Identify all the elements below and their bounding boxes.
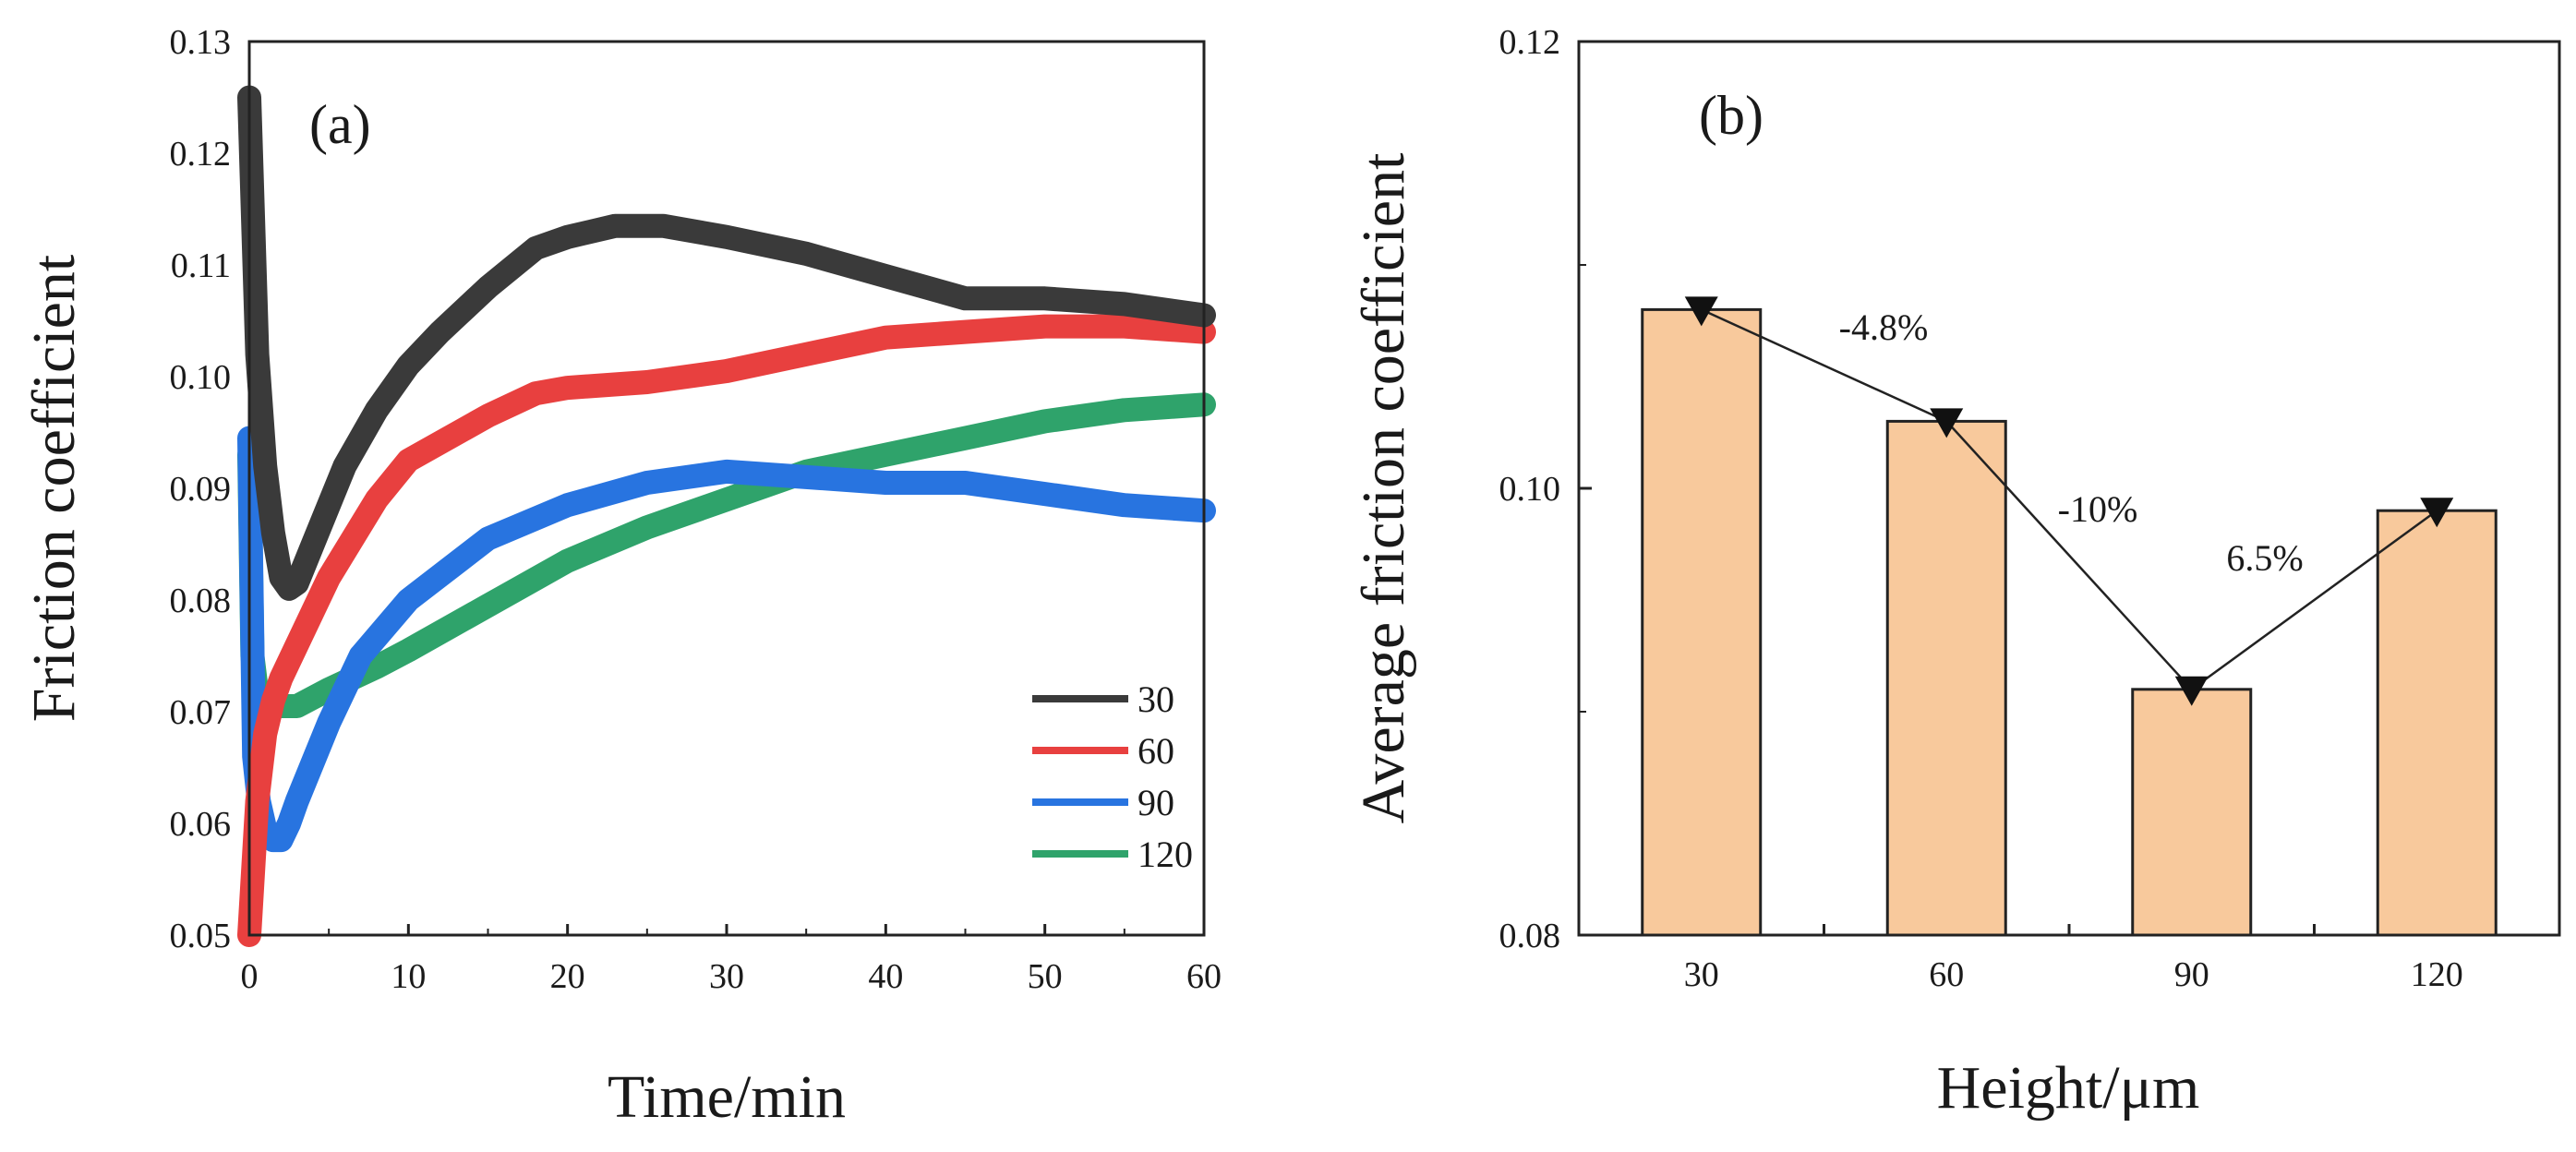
panel-b-bar-chart: 0.08 0.10 0.12 30 60 90 120 (b) -4.8% -10% 6.5… bbox=[1350, 23, 2561, 1122]
annotation-1: -10% bbox=[2058, 488, 2138, 530]
series-line-60 bbox=[237, 314, 1216, 947]
panel-b-plot-frame bbox=[1577, 40, 2561, 937]
panel-a-xtick-label: 30 bbox=[709, 957, 744, 996]
panel-b-xtick-label: 30 bbox=[1684, 955, 1719, 994]
panel-a-xtick-label: 50 bbox=[1028, 957, 1063, 996]
marker-120 bbox=[2420, 498, 2454, 528]
annotation-2: 6.5% bbox=[2226, 537, 2303, 579]
bar-60 bbox=[1885, 419, 2007, 937]
annotation-0: -4.8% bbox=[1839, 306, 1929, 348]
legend-label-30: 30 bbox=[1138, 678, 1174, 720]
legend-label-120: 120 bbox=[1138, 834, 1193, 875]
series-line-90 bbox=[237, 426, 1216, 853]
panel-a-line-chart: 0 10 20 30 40 50 60 0.05 0.06 0.07 0.08 0.09 0.10 0.1… bbox=[20, 23, 1222, 1131]
panel-a-xlabel: Time/min bbox=[608, 1063, 846, 1131]
panel-b-label: (b) bbox=[1699, 85, 1763, 146]
panel-a-ytick-label: 0.06 bbox=[170, 805, 232, 844]
marker-90 bbox=[2174, 676, 2209, 706]
panel-b-ytick-label: 0.10 bbox=[1499, 470, 1561, 509]
panel-b-xtick-label: 120 bbox=[2411, 955, 2463, 994]
marker-60 bbox=[1930, 408, 1964, 438]
connector-line bbox=[1701, 308, 1947, 423]
panel-a-series bbox=[237, 85, 1216, 947]
panel-b-ticks: 0.08 0.10 0.12 30 60 90 120 bbox=[1499, 23, 2463, 994]
panel-a-ytick-label: 0.11 bbox=[171, 246, 231, 285]
panel-a-ytick-label: 0.13 bbox=[170, 23, 232, 62]
panel-b-xtick-label: 90 bbox=[2174, 955, 2209, 994]
panel-b-ytick-label: 0.12 bbox=[1499, 23, 1561, 62]
connector-line bbox=[2191, 510, 2438, 690]
series-line-120 bbox=[237, 392, 1216, 718]
panel-b-ytick-label: 0.08 bbox=[1499, 917, 1561, 955]
marker-30 bbox=[1684, 296, 1718, 327]
connector-line bbox=[1945, 420, 2193, 690]
panel-a-ytick-label: 0.12 bbox=[170, 135, 232, 174]
panel-b-xtick-label: 60 bbox=[1929, 955, 1964, 994]
bar-120 bbox=[2376, 509, 2498, 937]
panel-a-ytick-label: 0.08 bbox=[170, 582, 232, 620]
panel-a-xtick-label: 10 bbox=[391, 957, 426, 996]
panel-b-connector-lines bbox=[1701, 308, 2438, 690]
panel-a-ytick-label: 0.07 bbox=[170, 693, 232, 732]
panel-a-xtick-label: 60 bbox=[1186, 957, 1222, 996]
panel-a-plot-frame bbox=[247, 40, 1206, 937]
panel-a-label: (a) bbox=[309, 94, 371, 155]
panel-a-ytick-label: 0.05 bbox=[170, 917, 232, 955]
panel-a-xtick-label: 20 bbox=[550, 957, 585, 996]
bar-90 bbox=[2131, 688, 2253, 937]
legend-label-90: 90 bbox=[1138, 782, 1174, 823]
panel-a-ytick-label: 0.10 bbox=[170, 358, 232, 397]
panel-a-gridlayer: 0 10 20 30 40 50 60 0.05 0.06 0.07 0.08 0.09 0.10 0.1… bbox=[170, 23, 1222, 996]
legend-label-60: 60 bbox=[1138, 730, 1174, 772]
panel-a-ylabel: Friction coefficient bbox=[20, 255, 88, 722]
panel-a-ytick-label: 0.09 bbox=[170, 470, 232, 509]
panel-a-legend: 30 60 90 120 bbox=[1032, 678, 1193, 875]
panel-b-markers bbox=[1684, 296, 2454, 706]
panel-b-ylabel: Average friction coefficient bbox=[1350, 153, 1417, 824]
panel-b-xlabel: Height/μm bbox=[1937, 1054, 2200, 1122]
series-line-30 bbox=[237, 85, 1216, 601]
panel-a-xtick-label: 40 bbox=[868, 957, 903, 996]
bar-30 bbox=[1641, 307, 1763, 937]
panel-a-xtick-label: 0 bbox=[241, 957, 259, 996]
panel-b-bars bbox=[1641, 307, 2498, 937]
